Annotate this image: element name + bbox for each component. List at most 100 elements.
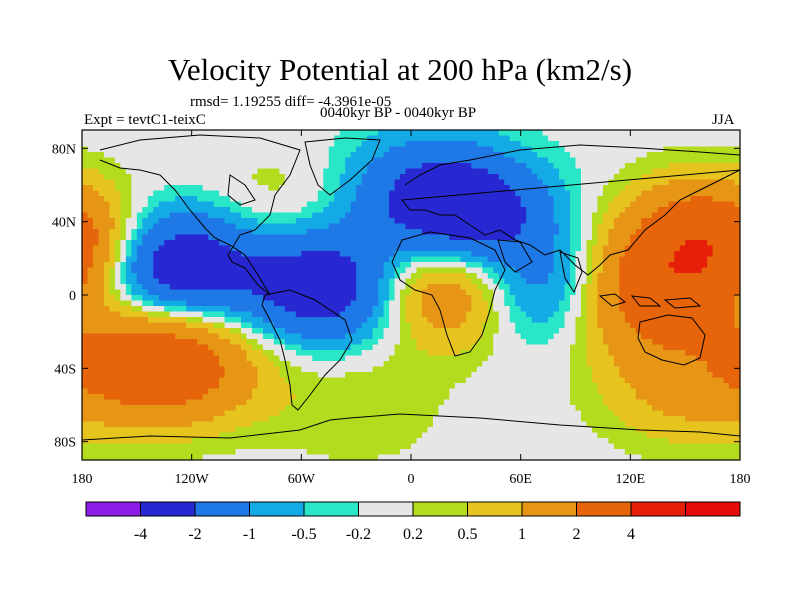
field-cell bbox=[416, 240, 423, 247]
field-cell bbox=[520, 179, 527, 186]
field-cell bbox=[493, 300, 500, 307]
field-cell bbox=[602, 267, 609, 274]
field-cell bbox=[515, 130, 522, 137]
field-cell bbox=[405, 240, 412, 247]
field-cell bbox=[383, 163, 390, 170]
field-cell bbox=[712, 196, 719, 203]
field-cell bbox=[279, 207, 286, 214]
field-cell bbox=[548, 201, 555, 208]
field-cell bbox=[114, 350, 121, 357]
field-cell bbox=[685, 168, 692, 175]
field-cell bbox=[301, 256, 308, 263]
field-cell bbox=[542, 174, 549, 181]
field-cell bbox=[498, 168, 505, 175]
field-cell bbox=[460, 223, 467, 230]
field-cell bbox=[219, 168, 226, 175]
field-cell bbox=[213, 157, 220, 164]
field-cell bbox=[251, 350, 259, 357]
field-cell bbox=[619, 218, 626, 225]
field-cell bbox=[378, 317, 385, 324]
field-cell bbox=[153, 223, 160, 230]
field-cell bbox=[707, 163, 714, 170]
field-cell bbox=[421, 300, 429, 307]
field-cell bbox=[635, 240, 642, 247]
field-cell bbox=[723, 284, 730, 291]
field-cell bbox=[246, 245, 253, 252]
field-cell bbox=[498, 163, 505, 170]
field-cell bbox=[147, 190, 154, 197]
field-cell bbox=[350, 196, 357, 203]
field-cell bbox=[328, 163, 335, 170]
field-cell bbox=[580, 174, 588, 181]
field-cell bbox=[367, 168, 374, 175]
field-cell bbox=[668, 311, 675, 318]
field-cell bbox=[619, 223, 626, 230]
field-cell bbox=[175, 295, 182, 302]
field-cell bbox=[378, 339, 385, 346]
field-cell bbox=[487, 311, 494, 318]
field-cell bbox=[317, 344, 324, 351]
field-cell bbox=[685, 212, 692, 219]
field-cell bbox=[652, 333, 659, 340]
field-cell bbox=[372, 306, 379, 313]
field-cell bbox=[674, 146, 681, 153]
field-cell bbox=[674, 273, 681, 280]
field-cell bbox=[641, 295, 648, 302]
field-cell bbox=[241, 201, 248, 208]
field-cell bbox=[257, 350, 264, 357]
field-cell bbox=[290, 350, 297, 357]
field-cell bbox=[279, 130, 286, 137]
field-cell bbox=[246, 267, 253, 274]
field-cell bbox=[317, 196, 324, 203]
field-cell bbox=[262, 229, 270, 236]
field-cell bbox=[197, 300, 204, 307]
field-cell bbox=[98, 212, 105, 219]
field-cell bbox=[427, 135, 434, 142]
field-cell bbox=[531, 311, 538, 318]
field-cell bbox=[531, 207, 538, 214]
field-cell bbox=[87, 196, 94, 203]
field-cell bbox=[504, 306, 511, 313]
field-cell bbox=[553, 234, 560, 241]
field-cell bbox=[230, 135, 237, 142]
field-cell bbox=[284, 168, 291, 175]
field-cell bbox=[262, 135, 270, 142]
field-cell bbox=[284, 157, 291, 164]
field-cell bbox=[186, 163, 193, 170]
field-cell bbox=[131, 284, 138, 291]
field-cell bbox=[630, 190, 637, 197]
field-cell bbox=[208, 196, 215, 203]
field-cell bbox=[663, 295, 670, 302]
field-cell bbox=[246, 163, 253, 170]
field-cell bbox=[493, 295, 500, 302]
field-cell bbox=[723, 289, 730, 296]
field-cell bbox=[575, 350, 582, 357]
field-cell bbox=[323, 311, 330, 318]
field-cell bbox=[411, 218, 418, 225]
field-cell bbox=[548, 168, 555, 175]
field-cell bbox=[564, 207, 571, 214]
field-cell bbox=[591, 135, 599, 142]
field-cell bbox=[487, 201, 494, 208]
field-cell bbox=[449, 152, 456, 159]
field-cell bbox=[87, 355, 94, 362]
field-cell bbox=[465, 174, 472, 181]
field-cell bbox=[246, 146, 253, 153]
field-cell bbox=[718, 130, 725, 137]
field-cell bbox=[372, 190, 379, 197]
field-cell bbox=[82, 212, 89, 219]
field-cell bbox=[564, 212, 571, 219]
field-cell bbox=[553, 229, 560, 236]
field-cell bbox=[471, 262, 478, 269]
field-cell bbox=[224, 146, 231, 153]
field-cell bbox=[405, 355, 412, 362]
field-cell bbox=[147, 135, 154, 142]
field-cell bbox=[213, 223, 220, 230]
field-cell bbox=[493, 273, 500, 280]
field-cell bbox=[82, 333, 89, 340]
field-cell bbox=[114, 322, 121, 329]
field-cell bbox=[246, 339, 253, 346]
field-cell bbox=[389, 168, 396, 175]
field-cell bbox=[460, 229, 467, 236]
field-cell bbox=[504, 333, 511, 340]
